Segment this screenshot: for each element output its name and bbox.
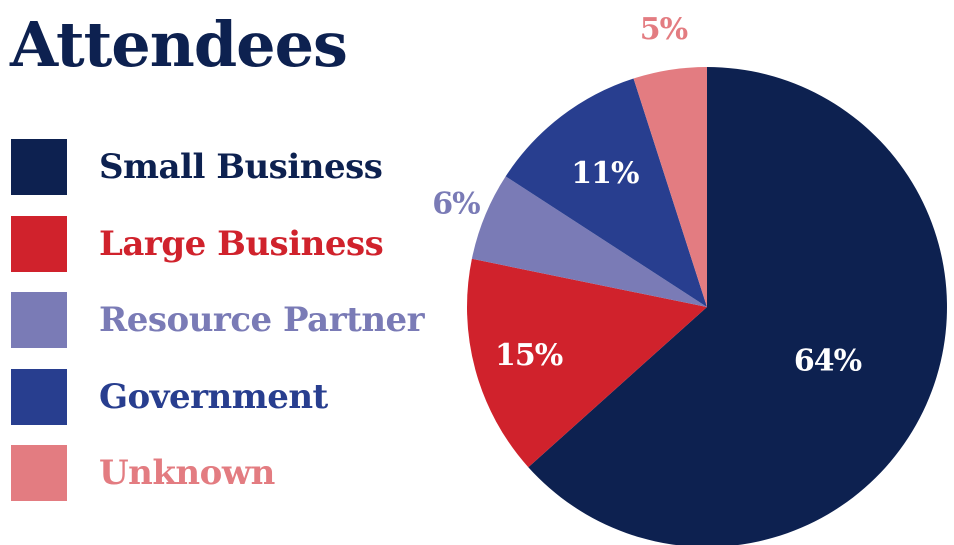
pie-slice-government xyxy=(505,78,707,308)
legend-swatch-resource-partner xyxy=(11,292,67,348)
legend-swatch-large-business xyxy=(11,215,67,272)
legend-item-small-business: Small Business xyxy=(11,139,424,195)
pie-label-large-business: 15% xyxy=(495,338,563,373)
chart-title: Attendees xyxy=(10,8,348,81)
legend-item-large-business: Large Business xyxy=(11,215,424,272)
pie-slice-unknown xyxy=(633,67,707,307)
legend-swatch-unknown xyxy=(11,445,67,501)
legend-item-government: Government xyxy=(11,368,424,425)
legend-swatch-small-business xyxy=(11,139,67,195)
pie-label-small-business: 64% xyxy=(794,343,862,378)
legend-label-resource-partner: Resource Partner xyxy=(99,300,425,340)
pie-slice-small-business xyxy=(528,67,947,545)
legend-item-resource-partner: Resource Partner xyxy=(11,292,425,348)
legend-swatch-government xyxy=(11,368,67,425)
legend-label-unknown: Unknown xyxy=(99,453,275,493)
pie-label-resource-partner: 6% xyxy=(432,187,480,222)
pie-label-government: 11% xyxy=(571,156,639,191)
legend-item-unknown: Unknown xyxy=(11,445,424,501)
legend-label-large-business: Large Business xyxy=(99,223,384,264)
pie-slice-large-business xyxy=(467,258,707,468)
legend-label-small-business: Small Business xyxy=(99,147,383,187)
legend-label-government: Government xyxy=(99,376,328,417)
pie-slice-resource-partner xyxy=(471,176,707,307)
legend: Small Business Large Business Resource P… xyxy=(11,139,425,522)
pie-label-unknown: 5% xyxy=(640,12,688,47)
